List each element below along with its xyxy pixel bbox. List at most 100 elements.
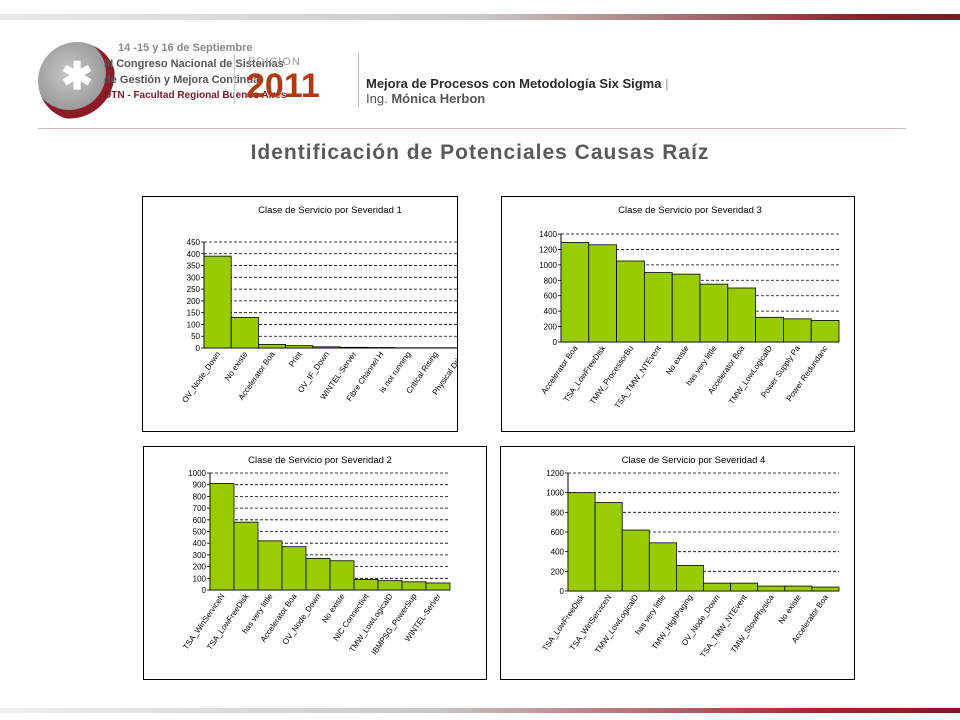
y-tick-label: 0 — [196, 344, 201, 353]
y-tick-label: 600 — [551, 528, 565, 537]
chart-severidad-1: Clase de Servicio por Severidad 1 0 50 100 1… — [142, 196, 458, 432]
top-accent-bar — [0, 14, 960, 20]
bar — [671, 273, 701, 343]
presenter-name: Mónica Herbon — [391, 91, 486, 106]
bar — [312, 346, 341, 349]
y-tick-label: 1200 — [539, 245, 557, 254]
bar — [699, 283, 729, 343]
logo-separator — [234, 54, 235, 104]
bar — [285, 345, 314, 349]
bar — [401, 581, 427, 591]
congress-logo: ✱ 14 -15 y 16 de Septiembre III Congreso… — [38, 40, 348, 124]
y-tick-label: 1000 — [539, 261, 557, 270]
bar — [230, 316, 259, 349]
y-tick-label: 450 — [187, 238, 201, 247]
y-tick-label: 1000 — [546, 489, 564, 498]
y-tick-label: 800 — [551, 508, 565, 517]
y-tick-label: 0 — [560, 587, 565, 596]
bar — [257, 540, 283, 591]
bar — [703, 582, 732, 592]
bar — [233, 521, 259, 591]
logo-congress-line-2: de Gestión y Mejora Continua — [104, 74, 260, 86]
y-tick-label: 350 — [187, 262, 201, 271]
edition-year: 2011 — [246, 67, 320, 105]
y-tick-label: 400 — [551, 548, 565, 557]
y-tick-label: 1000 — [188, 469, 206, 478]
bar — [755, 316, 784, 343]
y-tick-label: 700 — [193, 504, 207, 513]
chart-title: Clase de Servicio por Severidad 3 — [618, 205, 762, 216]
bar — [353, 579, 379, 591]
utn-mark-icon: ✱ — [61, 56, 93, 98]
bar — [281, 546, 307, 591]
slide-title: Identificación de Potenciales Causas Raí… — [250, 141, 710, 164]
utn-emblem — [38, 42, 116, 120]
y-tick-label: 300 — [187, 273, 201, 282]
logo-dates: 14 -15 y 16 de Septiembre — [118, 42, 253, 54]
header-separator — [358, 52, 359, 107]
chart-severidad-2: Clase de Servicio por Severidad 2 0 100 200… — [143, 446, 487, 680]
logo-congress-line: III Congreso Nacional de Sistemas — [104, 58, 284, 70]
bar — [258, 344, 287, 349]
bar — [377, 580, 403, 591]
y-tick-label: 400 — [193, 539, 207, 548]
y-tick-label: 800 — [544, 276, 558, 285]
chart-title: Clase de Servicio por Severidad 2 — [248, 455, 392, 466]
y-tick-label: 600 — [193, 516, 207, 525]
logo-university: UTN - Facultad Regional Buenos Aires — [104, 90, 287, 101]
y-tick-label: 0 — [553, 338, 558, 347]
y-tick-label: 250 — [187, 285, 201, 294]
y-tick-label: 200 — [193, 563, 207, 572]
bar — [810, 320, 840, 343]
presentation-title: Mejora de Procesos con Metodología Six S… — [366, 76, 668, 91]
y-tick-label: 150 — [187, 309, 201, 318]
y-tick-label: 1200 — [546, 469, 564, 478]
y-tick-label: 100 — [193, 574, 207, 583]
bar — [757, 585, 786, 592]
y-tick-label: 50 — [191, 332, 200, 341]
bar — [560, 242, 590, 343]
bar — [588, 244, 618, 343]
bar — [594, 502, 623, 592]
y-tick-label: 400 — [544, 307, 558, 316]
y-tick-label: 1400 — [539, 230, 557, 239]
presenter-prefix: Ing. — [366, 91, 388, 106]
bar — [567, 492, 596, 592]
chart-title: Clase de Servicio por Severidad 1 — [258, 205, 402, 216]
bar — [648, 542, 677, 592]
title-pipe: | — [665, 76, 669, 91]
chart-frame — [500, 446, 855, 680]
bar — [305, 558, 331, 591]
chart-severidad-3: Clase de Servicio por Severidad 3 0 200 400… — [501, 196, 855, 432]
y-tick-label: 100 — [187, 320, 201, 329]
chart-frame — [142, 196, 458, 432]
y-tick-label: 0 — [202, 586, 207, 595]
bar — [727, 287, 757, 343]
y-tick-label: 200 — [187, 297, 201, 306]
bar — [621, 529, 650, 592]
edition-label: EDICION — [248, 56, 301, 68]
bar — [425, 582, 451, 591]
y-tick-label: 400 — [187, 250, 201, 259]
bar — [782, 318, 812, 343]
bar — [339, 346, 368, 349]
y-tick-label: 800 — [193, 492, 207, 501]
bar — [784, 585, 813, 592]
bar — [329, 560, 355, 591]
bar — [209, 483, 235, 591]
presentation-title-text: Mejora de Procesos con Metodología Six S… — [366, 76, 662, 91]
bar — [616, 260, 645, 343]
bar — [675, 565, 704, 592]
bar — [811, 586, 840, 592]
y-tick-label: 300 — [193, 551, 207, 560]
chart-title: Clase de Servicio por Severidad 4 — [622, 455, 766, 466]
y-tick-label: 900 — [193, 481, 207, 490]
header-divider — [38, 128, 906, 129]
chart-severidad-4: Clase de Servicio por Severidad 4 0 200 400… — [500, 446, 855, 680]
y-tick-label: 600 — [544, 292, 558, 301]
bottom-accent-bar — [0, 708, 960, 713]
bar — [643, 272, 673, 343]
bar — [203, 255, 232, 349]
presenter: Ing. Mónica Herbon — [366, 91, 485, 106]
y-tick-label: 200 — [551, 567, 565, 576]
